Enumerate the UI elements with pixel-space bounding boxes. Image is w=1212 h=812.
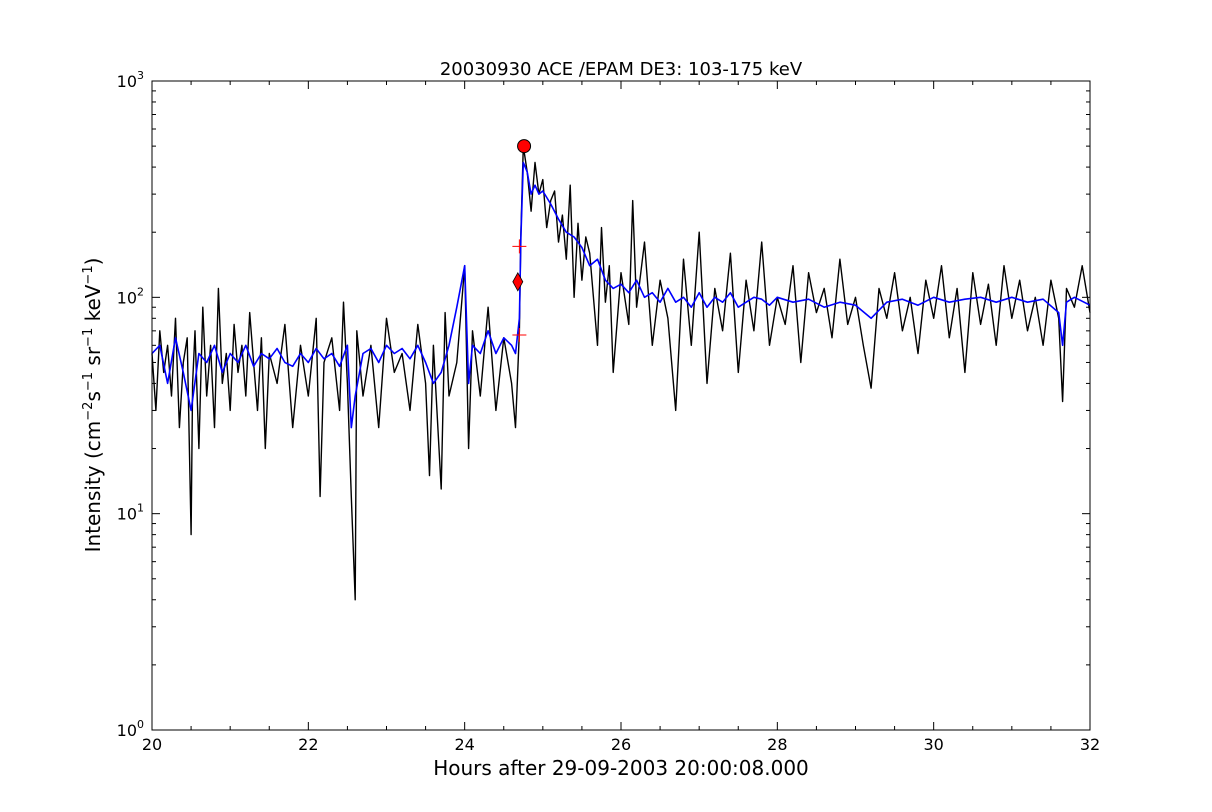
onset-marker	[512, 271, 524, 292]
series-line-smoothed	[151, 161, 1091, 429]
error-marker	[512, 327, 527, 342]
x-tick-label: 30	[923, 735, 943, 754]
chart-title: 20030930 ACE /EPAM DE3: 103-175 keV	[440, 59, 803, 80]
x-axis: 20 22 24 26 28 30 32	[142, 81, 1100, 754]
x-axis-label: Hours after 29-09-2003 20:00:08.000	[433, 756, 809, 780]
peak-marker	[517, 139, 532, 154]
x-tick-label: 28	[767, 735, 787, 754]
error-marker	[512, 239, 527, 254]
y-tick-label: 100	[117, 718, 144, 740]
y-tick-label: 102	[117, 285, 144, 307]
y-axis-label: Intensity (cm−2s−1 sr−1 keV−1)	[81, 258, 105, 553]
x-tick-label: 22	[298, 735, 318, 754]
x-tick-label: 32	[1080, 735, 1100, 754]
x-tick-label: 26	[611, 735, 631, 754]
y-axis: 100 101 102 103	[117, 69, 1090, 740]
x-tick-label: 20	[142, 735, 162, 754]
y-tick-label: 103	[117, 69, 144, 91]
plot-area	[151, 139, 1091, 601]
x-tick-label: 24	[454, 735, 474, 754]
series-line-raw	[151, 145, 1091, 601]
y-tick-label: 101	[117, 502, 144, 524]
